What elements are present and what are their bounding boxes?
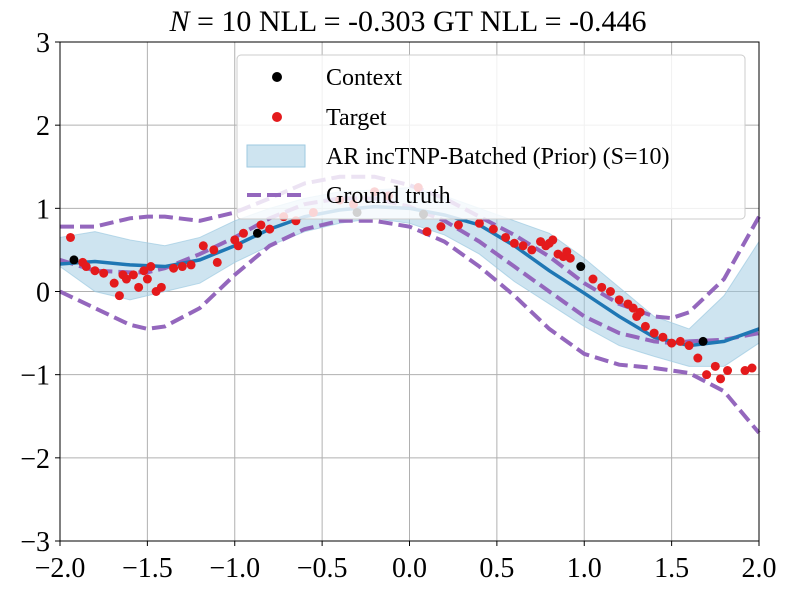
y-tick-label: −2 (20, 444, 50, 475)
legend-target-label: Target (326, 105, 387, 131)
target-point (256, 220, 266, 230)
target-point (527, 245, 537, 255)
target-point (209, 245, 219, 255)
target-point (716, 374, 726, 384)
target-point (81, 262, 91, 272)
target-point (597, 282, 607, 292)
x-tick-label: −0.5 (297, 553, 348, 584)
target-point (65, 232, 75, 242)
target-point (658, 332, 668, 342)
target-point (146, 262, 156, 272)
target-point (109, 278, 119, 288)
context-point (69, 255, 79, 265)
y-tick-label: 3 (36, 28, 50, 59)
target-point (169, 263, 179, 273)
y-axis-ticks: −3 −2 −1 0 1 2 3 (20, 28, 60, 558)
target-point (114, 291, 124, 301)
target-point (518, 241, 528, 251)
target-point (740, 366, 750, 376)
target-point (436, 222, 446, 232)
target-point (99, 268, 109, 278)
y-tick-label: 2 (36, 111, 50, 142)
target-point (605, 287, 615, 296)
target-point (177, 262, 187, 272)
target-point (614, 295, 624, 305)
legend-box (236, 54, 746, 220)
x-tick-label: 0.0 (392, 553, 427, 584)
target-point (474, 218, 484, 228)
target-point (212, 257, 222, 267)
target-point (667, 338, 677, 348)
legend-context-marker (272, 72, 282, 82)
target-point (548, 235, 558, 245)
target-point (640, 321, 650, 331)
target-point (562, 247, 572, 257)
target-point (422, 227, 432, 237)
target-point (488, 224, 498, 234)
target-point (156, 282, 166, 292)
target-point (121, 274, 131, 284)
legend: Context Target AR incTNP-Batched (Prior)… (236, 54, 746, 220)
target-point (509, 238, 519, 248)
legend-band-label: AR incTNP-Batched (Prior) (S=10) (326, 144, 669, 170)
legend-context-label: Context (326, 65, 402, 91)
target-point (702, 370, 712, 380)
legend-band-swatch (246, 144, 306, 168)
target-point (134, 282, 144, 292)
y-tick-label: −1 (20, 361, 50, 392)
target-point (723, 366, 733, 376)
target-point (635, 307, 645, 317)
ground-truth-lower (59, 218, 761, 435)
x-axis-ticks: −2.0 −1.5 −1.0 −0.5 0.0 0.5 1.0 1.5 2.0 (35, 541, 777, 584)
target-point (238, 228, 248, 238)
target-point (693, 353, 703, 363)
context-point (252, 228, 262, 238)
target-point (90, 266, 100, 276)
target-point (628, 303, 638, 313)
y-tick-label: −3 (20, 527, 50, 558)
x-tick-label: 0.5 (479, 553, 514, 584)
target-point (649, 328, 659, 338)
target-point (747, 363, 757, 373)
context-point (576, 262, 586, 272)
title-n-symbol: N (168, 5, 191, 38)
y-tick-label: 0 (36, 278, 50, 309)
chart-title: N = 10 NLL = -0.303 GT NLL = -0.446 (168, 5, 646, 38)
x-tick-label: −1.5 (122, 553, 173, 584)
target-point (139, 266, 149, 276)
x-tick-label: 1.0 (567, 553, 602, 584)
target-point (710, 361, 720, 371)
target-point (453, 220, 463, 230)
target-point (233, 241, 243, 251)
y-tick-label: 1 (36, 194, 50, 225)
legend-target-marker (272, 112, 282, 122)
title-text: = 10 NLL = -0.303 GT NLL = -0.446 (189, 5, 646, 38)
x-tick-label: −2.0 (35, 553, 86, 584)
target-point (565, 253, 575, 263)
target-point (198, 241, 208, 251)
x-tick-label: −1.0 (209, 553, 260, 584)
target-point (675, 336, 685, 346)
target-point (684, 341, 694, 351)
target-point (501, 232, 511, 242)
x-tick-label: 2.0 (742, 553, 777, 584)
target-point (186, 260, 196, 270)
target-point (128, 270, 138, 280)
ground-truth-upper (60, 174, 761, 321)
target-point (142, 274, 152, 284)
x-tick-label: 1.5 (654, 553, 689, 584)
context-point (698, 336, 708, 346)
target-point (588, 274, 598, 284)
legend-truth-label: Ground truth (326, 183, 451, 209)
target-point (265, 224, 275, 234)
